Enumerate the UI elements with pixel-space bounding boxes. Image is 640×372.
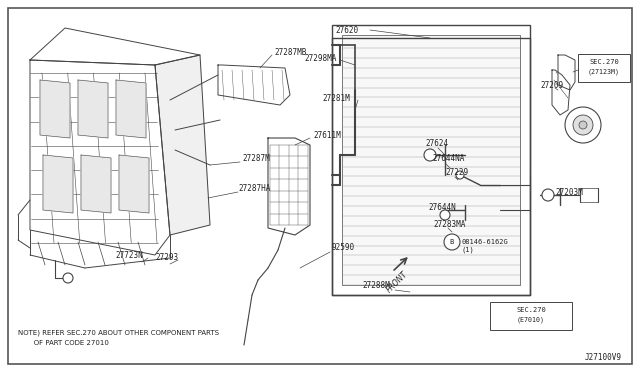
Polygon shape [155,55,210,235]
Polygon shape [268,138,310,235]
Bar [490,302,572,330]
Text: 27281M: 27281M [322,93,349,103]
Text: 27723N: 27723N [115,250,143,260]
Circle shape [444,234,460,250]
Polygon shape [78,80,108,138]
Polygon shape [218,65,290,105]
Text: SEC.270: SEC.270 [516,307,546,313]
Circle shape [542,189,554,201]
Circle shape [573,115,593,135]
Polygon shape [30,60,170,255]
Text: 27287MB: 27287MB [274,48,307,57]
Text: OF PART CODE 27010: OF PART CODE 27010 [18,340,109,346]
Circle shape [63,273,73,283]
Text: 27229: 27229 [445,167,468,176]
Text: 27287HA: 27287HA [238,183,270,192]
Text: 27644NA: 27644NA [432,154,465,163]
Text: 27283MA: 27283MA [433,219,465,228]
Text: 27298MA: 27298MA [304,54,337,62]
Text: FRONT: FRONT [385,270,410,294]
Circle shape [424,149,436,161]
Text: 27624: 27624 [425,138,448,148]
Text: SEC.270: SEC.270 [589,59,619,65]
Text: 27293: 27293 [155,253,178,262]
Text: 27287M: 27287M [242,154,269,163]
Polygon shape [119,155,149,213]
Text: 27288M: 27288M [362,282,390,291]
Circle shape [565,107,601,143]
Text: NOTE) REFER SEC.270 ABOUT OTHER COMPONENT PARTS: NOTE) REFER SEC.270 ABOUT OTHER COMPONEN… [18,330,219,336]
Text: 27209: 27209 [540,80,563,90]
Bar [578,54,630,82]
Text: J27100V9: J27100V9 [585,353,622,362]
Circle shape [456,171,464,179]
Circle shape [440,210,450,220]
Text: 92590: 92590 [332,244,355,253]
Text: B: B [450,239,454,245]
Polygon shape [558,55,575,90]
Text: 27644N: 27644N [428,202,456,212]
Polygon shape [43,155,73,213]
Text: 27611M: 27611M [313,131,340,140]
Circle shape [579,121,587,129]
Polygon shape [30,28,200,65]
Text: 08146-6162G: 08146-6162G [462,239,509,245]
Polygon shape [552,70,570,115]
Bar [342,35,520,285]
Bar [332,25,530,295]
Text: 27620: 27620 [335,26,358,35]
Text: (27123M): (27123M) [588,69,620,75]
Text: (E7010): (E7010) [517,317,545,323]
Polygon shape [81,155,111,213]
Text: (1): (1) [462,247,475,253]
Polygon shape [116,80,146,138]
Polygon shape [40,80,70,138]
Text: 27203M: 27203M [555,187,583,196]
